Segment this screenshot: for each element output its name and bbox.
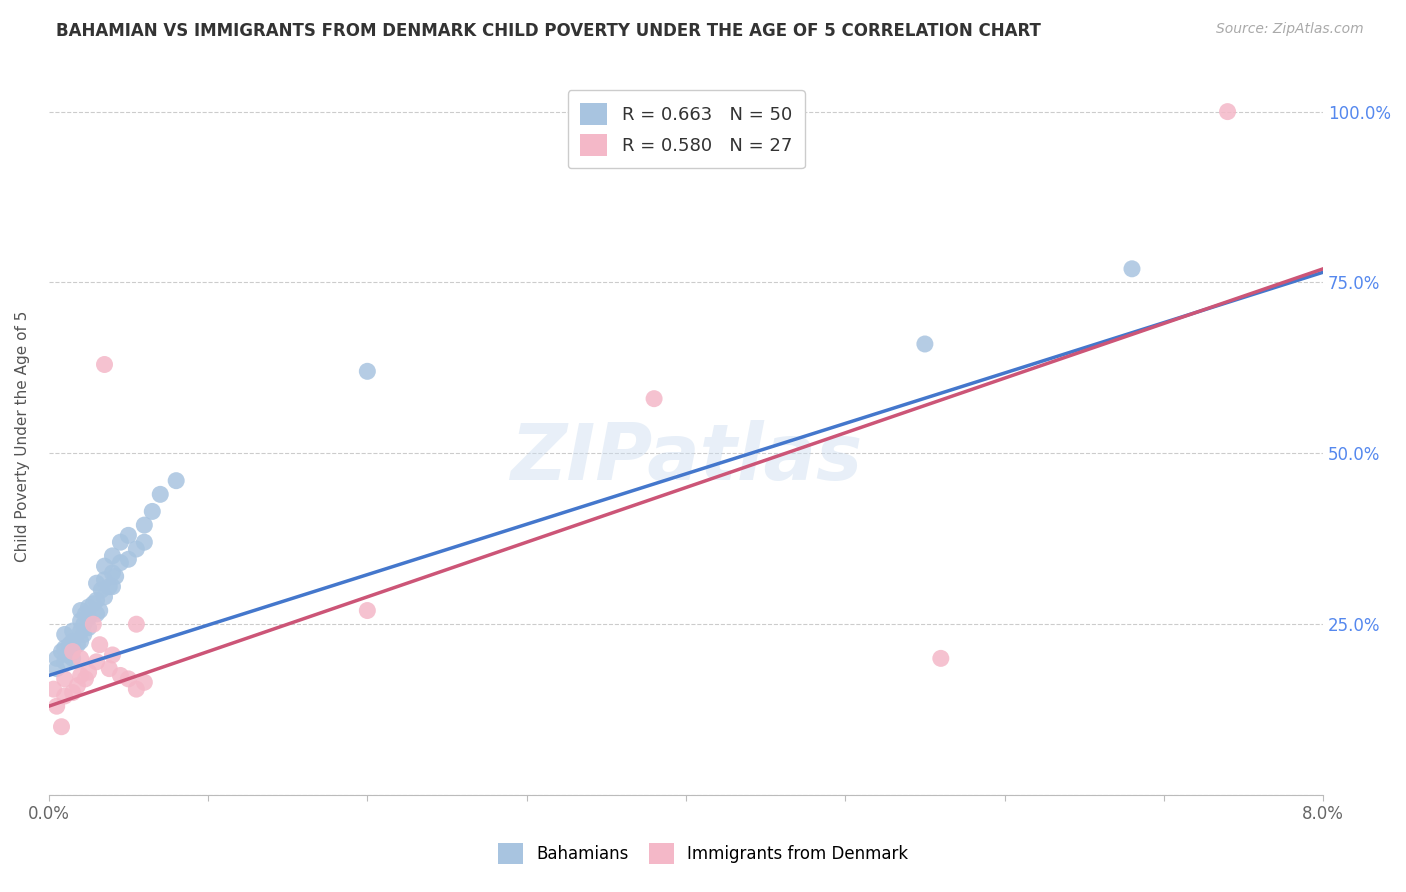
Point (75, 672, 97, 686)
Point (45, 699, 67, 714)
Point (73, 627, 96, 641)
Point (58, 638, 80, 652)
Point (110, 535, 132, 549)
Point (77, 600, 100, 615)
Point (117, 528, 139, 542)
Point (86, 607, 108, 621)
Point (134, 675, 156, 690)
Point (165, 474, 187, 488)
Point (62, 685, 84, 699)
Point (62, 644, 84, 658)
Point (51, 644, 73, 658)
Point (86, 593, 108, 607)
Point (90, 582, 112, 597)
Point (110, 556, 132, 570)
Point (89, 638, 111, 652)
Point (77, 610, 100, 624)
Point (356, 603, 378, 617)
Point (117, 672, 139, 686)
Point (62, 624, 84, 638)
Point (73, 617, 96, 632)
Legend: Bahamians, Immigrants from Denmark: Bahamians, Immigrants from Denmark (491, 837, 915, 871)
Point (141, 504, 163, 518)
Point (62, 641, 84, 656)
Point (98, 662, 121, 676)
Point (149, 487, 172, 501)
Point (77, 621, 100, 635)
Point (69, 634, 91, 648)
Point (53, 655, 76, 669)
Point (66, 638, 89, 652)
Point (125, 541, 148, 556)
Point (1121, 261, 1143, 276)
Point (77, 665, 100, 679)
Point (45, 662, 67, 676)
Point (62, 634, 84, 648)
Text: Source: ZipAtlas.com: Source: ZipAtlas.com (1216, 22, 1364, 37)
Point (51, 720, 73, 734)
Point (86, 655, 108, 669)
Point (93, 590, 115, 604)
Point (125, 682, 148, 697)
Point (101, 580, 124, 594)
Text: BAHAMIAN VS IMMIGRANTS FROM DENMARK CHILD POVERTY UNDER THE AGE OF 5 CORRELATION: BAHAMIAN VS IMMIGRANTS FROM DENMARK CHIL… (56, 22, 1040, 40)
Point (53, 627, 76, 641)
Point (117, 552, 139, 566)
Point (69, 651, 91, 665)
Point (75, 607, 97, 621)
Point (929, 651, 952, 665)
Point (110, 668, 132, 682)
Point (53, 689, 76, 703)
Point (356, 364, 378, 378)
Point (89, 603, 111, 617)
Point (101, 648, 124, 662)
Point (82, 617, 104, 632)
Point (134, 518, 156, 533)
Point (101, 566, 124, 580)
Point (104, 569, 127, 583)
Point (93, 559, 115, 574)
Point (42, 682, 65, 697)
Point (134, 535, 156, 549)
Point (93, 573, 115, 587)
Point (53, 672, 76, 686)
Point (69, 614, 91, 628)
Text: ZIPatlas: ZIPatlas (510, 420, 862, 496)
Point (66, 679, 89, 693)
Point (643, 392, 665, 406)
Point (62, 651, 84, 665)
Point (82, 597, 104, 611)
Point (914, 337, 936, 351)
Point (53, 641, 76, 656)
Point (45, 651, 67, 665)
Point (69, 624, 91, 638)
Point (93, 358, 115, 372)
Legend: R = 0.663   N = 50, R = 0.580   N = 27: R = 0.663 N = 50, R = 0.580 N = 27 (568, 90, 804, 169)
Point (69, 603, 91, 617)
Y-axis label: Child Poverty Under the Age of 5: Child Poverty Under the Age of 5 (15, 310, 30, 562)
Point (98, 580, 121, 594)
Point (56, 648, 79, 662)
Point (69, 668, 91, 682)
Point (1216, 104, 1239, 119)
Point (101, 549, 124, 563)
Point (125, 617, 148, 632)
Point (86, 576, 108, 591)
